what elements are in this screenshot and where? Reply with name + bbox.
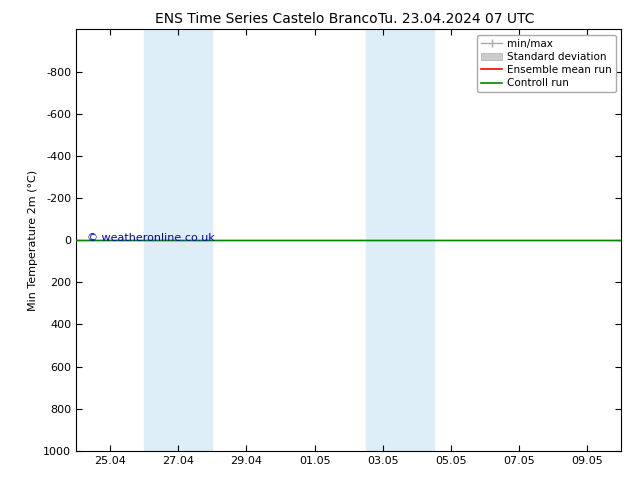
- Y-axis label: Min Temperature 2m (°C): Min Temperature 2m (°C): [28, 170, 37, 311]
- Bar: [144, 29, 178, 451]
- Text: ENS Time Series Castelo Branco: ENS Time Series Castelo Branco: [155, 12, 378, 26]
- Legend: min/max, Standard deviation, Ensemble mean run, Controll run: min/max, Standard deviation, Ensemble me…: [477, 35, 616, 92]
- Bar: [178, 29, 212, 451]
- Text: Tu. 23.04.2024 07 UTC: Tu. 23.04.2024 07 UTC: [378, 12, 534, 26]
- Bar: [400, 29, 434, 451]
- Bar: [366, 29, 400, 451]
- Text: © weatheronline.co.uk: © weatheronline.co.uk: [87, 233, 215, 243]
